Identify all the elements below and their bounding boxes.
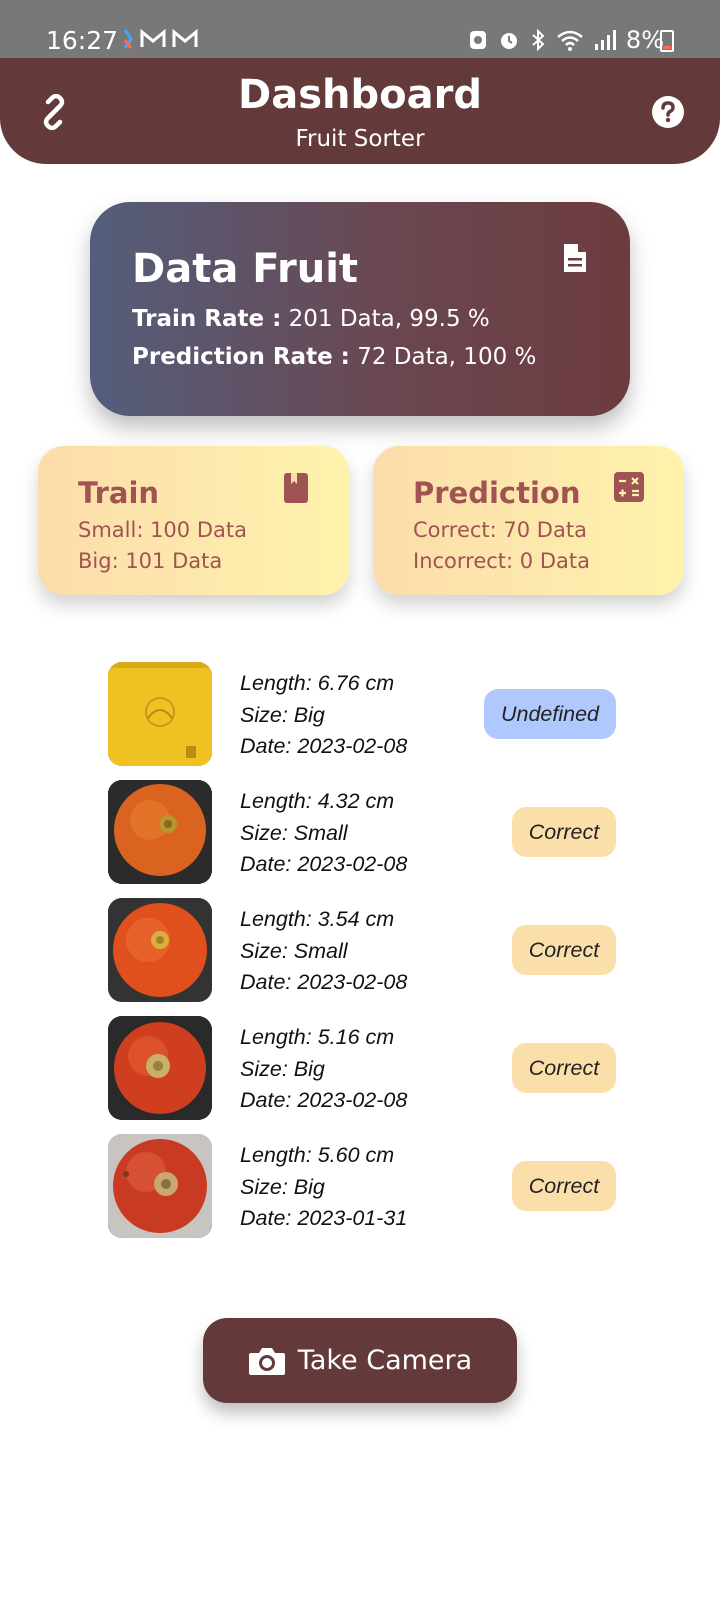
battery-percent: 8% (625, 26, 664, 54)
wifi-icon (557, 30, 583, 51)
bluetooth-icon (532, 29, 545, 51)
status-badge: Correct (512, 925, 616, 975)
calculator-icon (614, 472, 644, 502)
list-item[interactable]: Length: 4.32 cm Size: Small Date: 2023-0… (108, 780, 616, 884)
prediction-rate-label: Prediction Rate : (132, 344, 350, 370)
system-icons: 8% (468, 26, 664, 54)
list-item[interactable]: Length: 5.16 cm Size: Big Date: 2023-02-… (108, 1016, 616, 1120)
train-card: Train Small: 100 Data Big: 101 Data (38, 446, 349, 595)
item-date: Date: 2023-01-31 (240, 1206, 408, 1230)
status-bar: 16:27 8% (0, 0, 720, 58)
lock-icon (469, 31, 486, 49)
app-bar: Dashboard Fruit Sorter (0, 58, 720, 164)
page-subtitle: Fruit Sorter (295, 126, 425, 152)
page-title: Dashboard (238, 72, 482, 118)
status-badge: Correct (512, 807, 616, 857)
train-rate-label: Train Rate : (132, 306, 282, 332)
item-info: Length: 3.54 cm Size: Small Date: 2023-0… (240, 904, 407, 999)
prediction-rate-value: 72 Data, 100 % (357, 344, 537, 370)
list-item[interactable]: Length: 6.76 cm Size: Big Date: 2023-02-… (108, 662, 616, 766)
fruit-thumbnail (108, 1134, 212, 1238)
item-date: Date: 2023-02-08 (240, 852, 408, 876)
prediction-incorrect-count: Incorrect: 0 Data (413, 549, 590, 573)
list-item[interactable]: Length: 5.60 cm Size: Big Date: 2023-01-… (108, 1134, 616, 1238)
fruit-thumbnail (108, 780, 212, 884)
item-size: Size: Big (240, 1056, 325, 1081)
book-icon (284, 473, 308, 503)
item-info: Length: 4.32 cm Size: Small Date: 2023-0… (240, 786, 407, 881)
item-length: Length: 3.54 cm (240, 907, 395, 931)
item-info: Length: 5.16 cm Size: Big Date: 2023-02-… (240, 1022, 407, 1117)
prediction-correct-count: Correct: 70 Data (413, 518, 587, 542)
gmail-icon (140, 29, 166, 47)
prediction-rate-line: Prediction Rate : 72 Data, 100 % (132, 344, 536, 370)
take-camera-button[interactable]: Take Camera (203, 1318, 517, 1403)
take-camera-label: Take Camera (297, 1345, 473, 1376)
link-icon[interactable] (36, 94, 72, 130)
item-length: Length: 5.60 cm (240, 1143, 395, 1167)
item-length: Length: 6.76 cm (240, 671, 395, 695)
item-date: Date: 2023-02-08 (240, 734, 408, 758)
fruit-thumbnail (108, 662, 212, 766)
notification-arrow-icon (123, 29, 133, 49)
status-badge: Correct (512, 1043, 616, 1093)
item-size: Size: Big (240, 1174, 325, 1199)
item-date: Date: 2023-02-08 (240, 1088, 408, 1112)
alarm-icon (500, 33, 517, 49)
train-rate-line: Train Rate : 201 Data, 99.5 % (132, 306, 490, 332)
list-item[interactable]: Length: 3.54 cm Size: Small Date: 2023-0… (108, 898, 616, 1002)
prediction-card: Prediction Correct: 70 Data Incorrect: 0… (373, 446, 684, 595)
train-title: Train (78, 476, 160, 510)
item-info: Length: 5.60 cm Size: Big Date: 2023-01-… (240, 1140, 407, 1235)
gmail-icon (172, 29, 198, 47)
data-fruit-card: Data Fruit Train Rate : 201 Data, 99.5 %… (90, 202, 630, 416)
status-badge: Undefined (484, 689, 616, 739)
fruit-thumbnail (108, 898, 212, 1002)
signal-icon (594, 30, 616, 50)
item-length: Length: 4.32 cm (240, 789, 395, 813)
train-big-count: Big: 101 Data (78, 549, 223, 573)
fruit-thumbnail (108, 1016, 212, 1120)
status-badge: Correct (512, 1161, 616, 1211)
train-rate-value: 201 Data, 99.5 % (288, 306, 490, 332)
help-icon[interactable] (650, 94, 686, 130)
prediction-title: Prediction (413, 476, 581, 510)
camera-icon (248, 1347, 285, 1375)
item-size: Size: Small (240, 938, 348, 963)
battery-icon (660, 30, 674, 52)
document-icon (564, 244, 586, 272)
item-size: Size: Small (240, 820, 348, 845)
item-date: Date: 2023-02-08 (240, 970, 408, 994)
item-info: Length: 6.76 cm Size: Big Date: 2023-02-… (240, 668, 407, 763)
data-fruit-title: Data Fruit (132, 246, 359, 292)
train-small-count: Small: 100 Data (78, 518, 247, 542)
item-size: Size: Big (240, 702, 325, 727)
notification-icons (122, 28, 198, 50)
status-time: 16:27 (46, 26, 119, 55)
item-length: Length: 5.16 cm (240, 1025, 395, 1049)
